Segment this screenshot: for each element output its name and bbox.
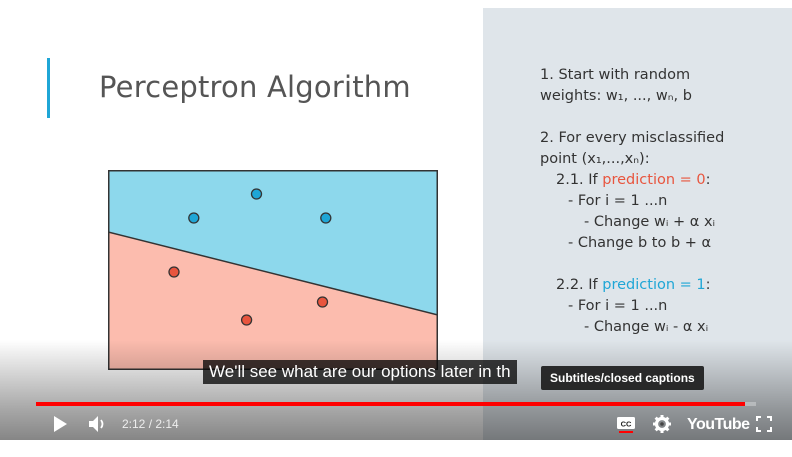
step-text: : bbox=[705, 277, 711, 293]
step-line: - Change wᵢ - α xᵢ bbox=[584, 319, 709, 335]
step-line: 2.2. If prediction = 1: bbox=[540, 275, 780, 296]
youtube-logo[interactable]: YouTube bbox=[687, 416, 750, 433]
time-display: 2:12 / 2:14 bbox=[122, 417, 179, 431]
step-highlight: prediction = 0 bbox=[602, 172, 706, 188]
step-line: weights: w₁, ..., wₙ, b bbox=[540, 88, 692, 104]
blue-point bbox=[188, 212, 200, 224]
step-line: - For i = 1 ...n bbox=[568, 193, 668, 209]
classification-plot bbox=[107, 170, 439, 375]
red-point bbox=[316, 296, 329, 308]
step-line bbox=[540, 254, 780, 275]
step-text: 2.1. If bbox=[556, 172, 603, 188]
plot-svg bbox=[107, 170, 439, 370]
algorithm-steps: 1. Start with random weights: w₁, ..., wₙ… bbox=[540, 65, 780, 338]
points-group bbox=[168, 188, 332, 326]
step-line: 2. For every misclassified bbox=[540, 130, 725, 146]
step-highlight: prediction = 1 bbox=[602, 277, 706, 293]
cc-tooltip: Subtitles/closed captions bbox=[541, 366, 704, 390]
step-line bbox=[540, 107, 780, 128]
blue-point bbox=[320, 212, 332, 224]
decision-boundary bbox=[107, 231, 439, 316]
slide-accent-bar bbox=[47, 58, 50, 118]
red-point bbox=[240, 314, 253, 326]
player-controls: 2:12 / 2:14 CC YouT bbox=[24, 408, 781, 440]
red-point bbox=[168, 266, 180, 278]
step-line: 1. Start with random bbox=[540, 67, 691, 83]
fullscreen-icon bbox=[756, 416, 772, 432]
volume-icon bbox=[89, 416, 104, 432]
settings-button[interactable] bbox=[648, 408, 676, 440]
red-region bbox=[108, 232, 438, 370]
progress-bar[interactable] bbox=[36, 402, 756, 406]
gear-icon bbox=[653, 415, 671, 433]
step-line: - Change b to b + α bbox=[568, 235, 712, 251]
step-line: - Change wᵢ + α xᵢ bbox=[584, 214, 716, 230]
progress-played bbox=[36, 402, 746, 406]
cc-icon: CC bbox=[617, 417, 635, 433]
svg-text:CC: CC bbox=[621, 420, 632, 429]
blue-point bbox=[250, 188, 263, 200]
step-line: - For i = 1 ...n bbox=[568, 298, 668, 314]
play-button[interactable] bbox=[44, 408, 76, 440]
step-line: point (x₁,...,xₙ): bbox=[540, 151, 650, 167]
subtitle-caption: We'll see what are our options later in … bbox=[203, 360, 517, 384]
step-text: 2.2. If bbox=[556, 277, 603, 293]
mute-button[interactable] bbox=[82, 408, 114, 440]
slide-title: Perceptron Algorithm bbox=[99, 70, 411, 104]
fullscreen-button[interactable] bbox=[750, 408, 778, 440]
play-icon bbox=[54, 416, 67, 432]
step-text: : bbox=[705, 172, 711, 188]
bottom-margin bbox=[0, 440, 792, 457]
step-line: 2.1. If prediction = 0: bbox=[540, 170, 780, 191]
subtitles-button[interactable]: CC bbox=[612, 408, 640, 440]
